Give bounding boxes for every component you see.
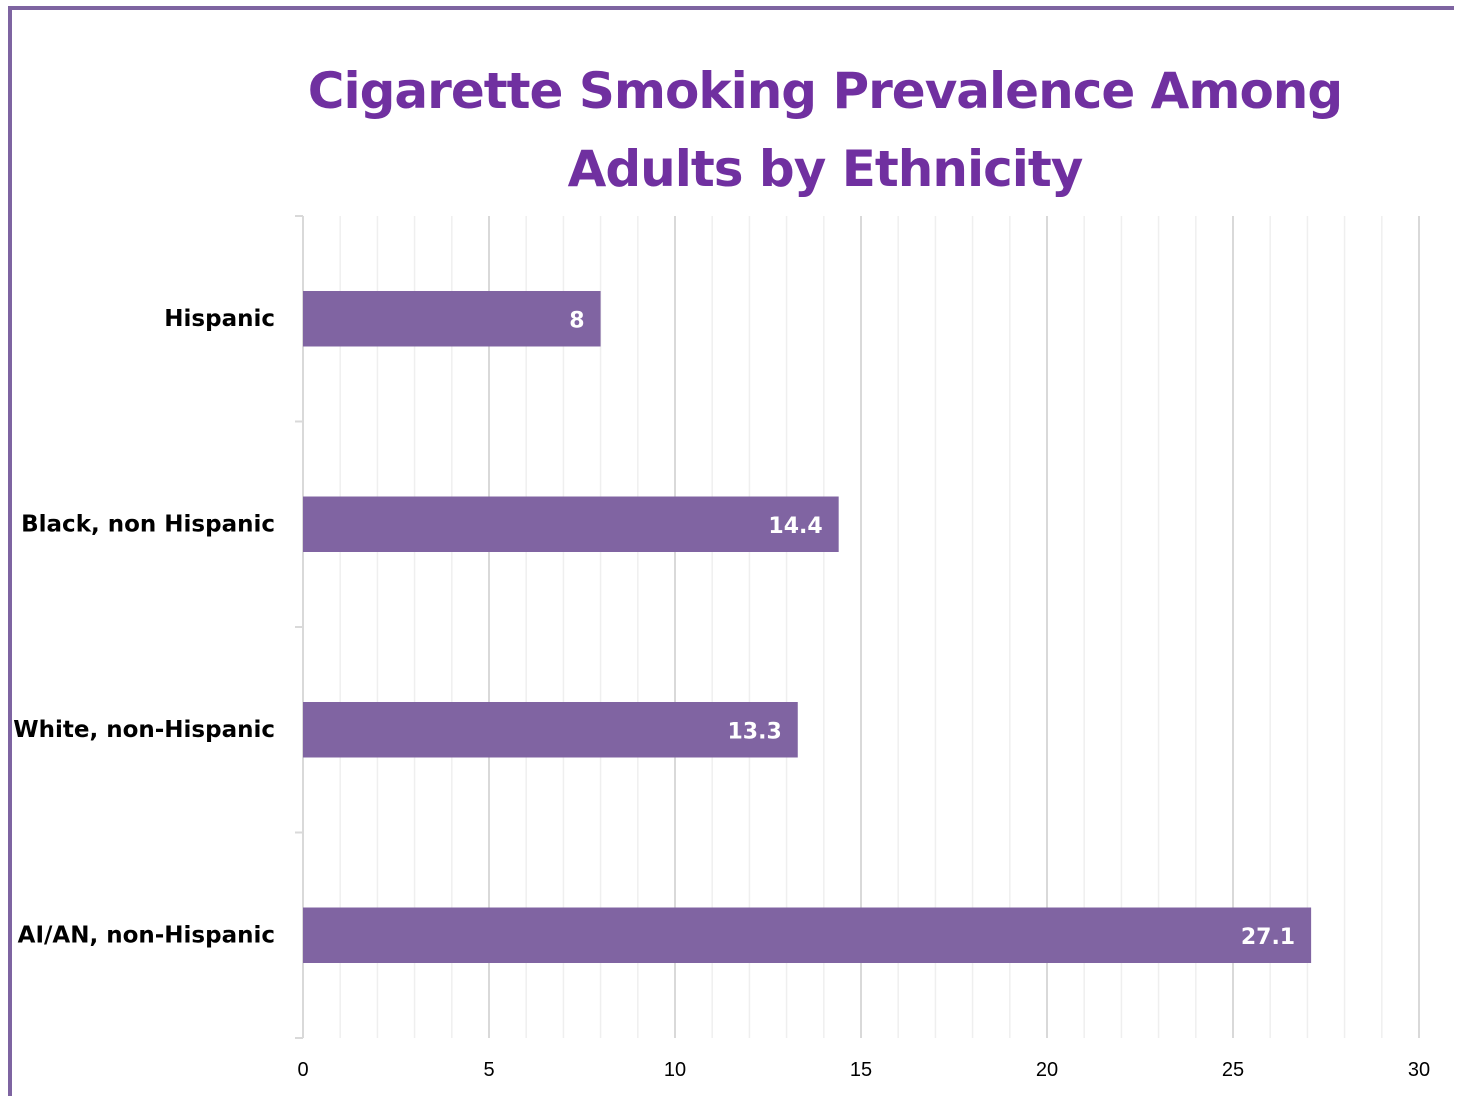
- category-label: AI/AN, non-Hispanic: [18, 922, 275, 948]
- data-label: 13.3: [727, 719, 781, 744]
- bar: [303, 702, 798, 758]
- x-tick-label: 15: [850, 1059, 872, 1081]
- bar: [303, 496, 839, 552]
- data-label: 8: [569, 308, 584, 333]
- x-tick-label: 10: [664, 1059, 686, 1081]
- chart-title: Cigarette Smoking Prevalence Among Adult…: [307, 62, 1343, 198]
- data-labels: 8 14.4 13.3 27.1: [569, 308, 1295, 950]
- data-label: 14.4: [768, 514, 822, 539]
- data-label: 27.1: [1241, 925, 1295, 950]
- x-tick-label: 5: [483, 1059, 494, 1081]
- bar: [303, 907, 1312, 963]
- grid-lines: [339, 216, 1420, 1038]
- bar: [303, 291, 601, 347]
- category-label: White, non-Hispanic: [13, 717, 275, 743]
- x-tick-label: 30: [1408, 1059, 1430, 1081]
- x-tick-labels: 0 5 10 15 20 25 30: [297, 1059, 1430, 1081]
- category-axis: [295, 215, 304, 1039]
- x-tick-label: 25: [1222, 1059, 1244, 1081]
- x-tick-label: 0: [297, 1059, 308, 1081]
- category-label: Hispanic: [164, 306, 275, 332]
- bars: [303, 291, 1312, 963]
- category-label: Black, non Hispanic: [21, 511, 275, 537]
- category-labels: Hispanic Black, non Hispanic White, non-Hi…: [13, 306, 275, 949]
- x-tick-label: 20: [1036, 1059, 1058, 1081]
